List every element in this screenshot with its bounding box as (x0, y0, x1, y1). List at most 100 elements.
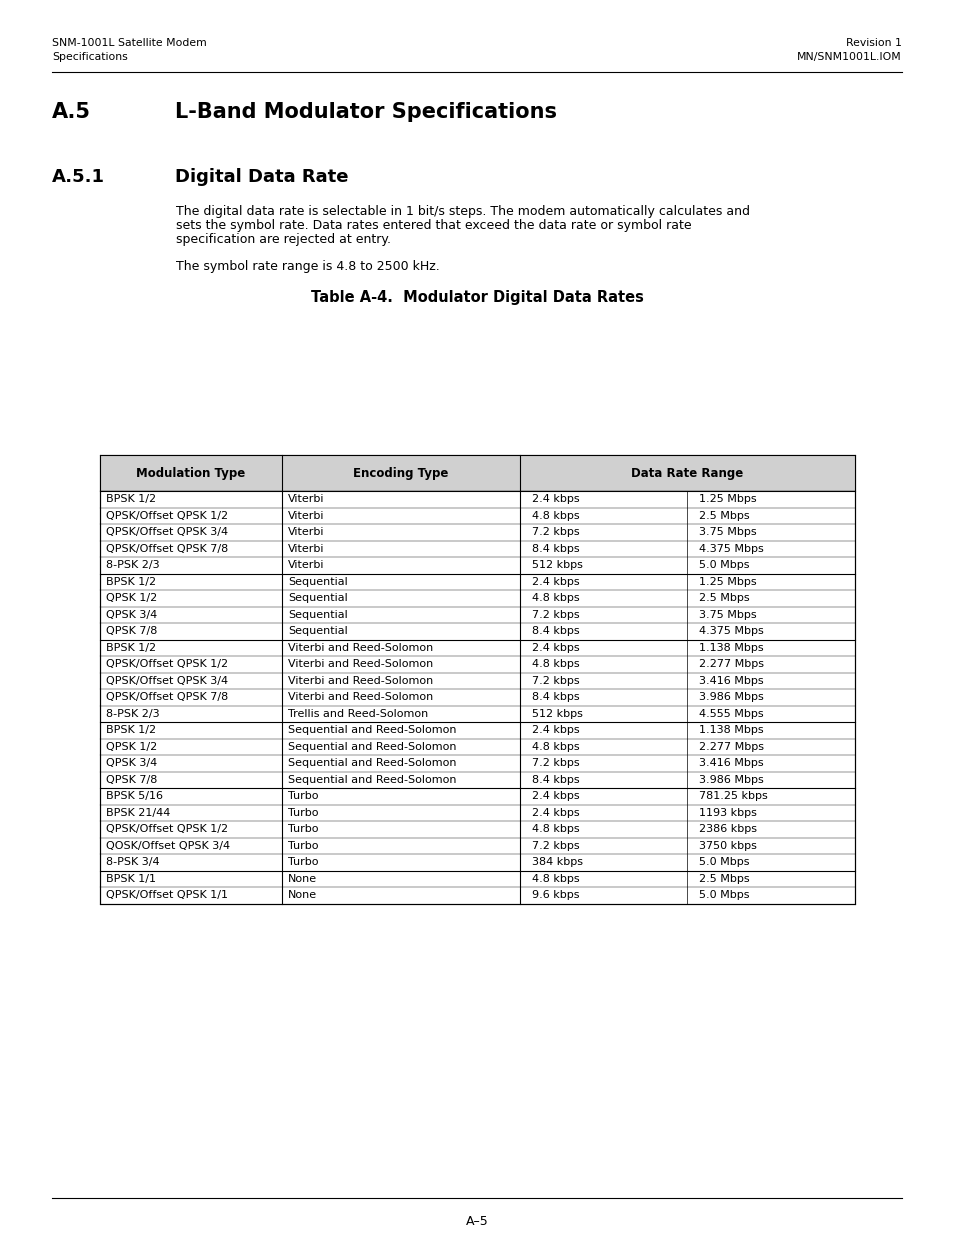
Bar (100, 454, 854, 904)
Text: Viterbi and Reed-Solomon: Viterbi and Reed-Solomon (288, 659, 433, 669)
Text: 4.555 Mbps: 4.555 Mbps (699, 709, 763, 719)
Text: Viterbi: Viterbi (288, 543, 324, 553)
Text: 4.8 kbps: 4.8 kbps (532, 659, 579, 669)
Text: 4.8 kbps: 4.8 kbps (532, 873, 579, 884)
Text: Turbo: Turbo (288, 792, 318, 802)
Text: Viterbi: Viterbi (288, 511, 324, 521)
Text: Turbo: Turbo (288, 808, 318, 818)
Text: 8-PSK 3/4: 8-PSK 3/4 (106, 857, 159, 867)
Text: 4.8 kbps: 4.8 kbps (532, 511, 579, 521)
Text: 3.416 Mbps: 3.416 Mbps (699, 758, 763, 768)
Text: 2.4 kbps: 2.4 kbps (532, 725, 579, 735)
Text: Turbo: Turbo (288, 857, 318, 867)
Text: None: None (288, 873, 316, 884)
Text: 3.75 Mbps: 3.75 Mbps (699, 610, 757, 620)
Text: 9.6 kbps: 9.6 kbps (532, 890, 578, 900)
Text: Sequential: Sequential (288, 577, 348, 587)
Text: 2.4 kbps: 2.4 kbps (532, 577, 579, 587)
Text: QPSK 7/8: QPSK 7/8 (106, 626, 157, 636)
Text: 7.2 kbps: 7.2 kbps (532, 841, 579, 851)
Text: 5.0 Mbps: 5.0 Mbps (699, 857, 749, 867)
Text: 2.4 kbps: 2.4 kbps (532, 494, 579, 504)
Text: Viterbi: Viterbi (288, 494, 324, 504)
Text: QPSK/Offset QPSK 1/1: QPSK/Offset QPSK 1/1 (106, 890, 228, 900)
Text: QPSK 3/4: QPSK 3/4 (106, 610, 157, 620)
Text: QOSK/Offset QPSK 3/4: QOSK/Offset QPSK 3/4 (106, 841, 230, 851)
Text: BPSK 1/2: BPSK 1/2 (106, 642, 156, 653)
Text: Sequential and Reed-Solomon: Sequential and Reed-Solomon (288, 725, 456, 735)
Text: 2.277 Mbps: 2.277 Mbps (699, 659, 763, 669)
Text: 781.25 kbps: 781.25 kbps (699, 792, 767, 802)
Text: 512 kbps: 512 kbps (532, 709, 582, 719)
Text: Trellis and Reed-Solomon: Trellis and Reed-Solomon (288, 709, 428, 719)
Text: 3750 kbps: 3750 kbps (699, 841, 757, 851)
Text: 4.8 kbps: 4.8 kbps (532, 742, 579, 752)
Text: Revision 1: Revision 1 (845, 38, 901, 48)
Text: QPSK 3/4: QPSK 3/4 (106, 758, 157, 768)
Text: 8-PSK 2/3: 8-PSK 2/3 (106, 709, 159, 719)
Text: QPSK 7/8: QPSK 7/8 (106, 774, 157, 784)
Text: 5.0 Mbps: 5.0 Mbps (699, 561, 749, 571)
Text: BPSK 5/16: BPSK 5/16 (106, 792, 163, 802)
Text: sets the symbol rate. Data rates entered that exceed the data rate or symbol rat: sets the symbol rate. Data rates entered… (175, 219, 691, 232)
Text: 4.375 Mbps: 4.375 Mbps (699, 543, 763, 553)
Text: 2.4 kbps: 2.4 kbps (532, 808, 579, 818)
Text: Specifications: Specifications (52, 52, 128, 62)
Text: specification are rejected at entry.: specification are rejected at entry. (175, 233, 391, 246)
Text: Viterbi: Viterbi (288, 561, 324, 571)
Text: 384 kbps: 384 kbps (532, 857, 582, 867)
Text: QPSK/Offset QPSK 3/4: QPSK/Offset QPSK 3/4 (106, 676, 228, 685)
Text: L-Band Modulator Specifications: L-Band Modulator Specifications (174, 103, 557, 122)
Text: 3.986 Mbps: 3.986 Mbps (699, 693, 763, 703)
Text: 1.138 Mbps: 1.138 Mbps (699, 725, 763, 735)
Text: 5.0 Mbps: 5.0 Mbps (699, 890, 749, 900)
Text: BPSK 1/2: BPSK 1/2 (106, 494, 156, 504)
Text: 512 kbps: 512 kbps (532, 561, 582, 571)
Text: 8.4 kbps: 8.4 kbps (532, 543, 579, 553)
Text: BPSK 1/1: BPSK 1/1 (106, 873, 156, 884)
Text: Data Rate Range: Data Rate Range (631, 467, 742, 479)
Text: QPSK 1/2: QPSK 1/2 (106, 742, 157, 752)
Text: 1.25 Mbps: 1.25 Mbps (699, 577, 757, 587)
Text: 4.8 kbps: 4.8 kbps (532, 824, 579, 835)
Text: QPSK/Offset QPSK 7/8: QPSK/Offset QPSK 7/8 (106, 543, 228, 553)
Text: QPSK/Offset QPSK 7/8: QPSK/Offset QPSK 7/8 (106, 693, 228, 703)
Text: Sequential and Reed-Solomon: Sequential and Reed-Solomon (288, 774, 456, 784)
Text: Sequential: Sequential (288, 593, 348, 603)
Text: BPSK 1/2: BPSK 1/2 (106, 725, 156, 735)
Text: Sequential and Reed-Solomon: Sequential and Reed-Solomon (288, 742, 456, 752)
Text: 3.986 Mbps: 3.986 Mbps (699, 774, 763, 784)
Text: 4.375 Mbps: 4.375 Mbps (699, 626, 763, 636)
Text: 2.4 kbps: 2.4 kbps (532, 642, 579, 653)
Text: Sequential: Sequential (288, 626, 348, 636)
Text: 2.4 kbps: 2.4 kbps (532, 792, 579, 802)
Text: Viterbi and Reed-Solomon: Viterbi and Reed-Solomon (288, 642, 433, 653)
Text: Turbo: Turbo (288, 841, 318, 851)
Text: Table A-4.  Modulator Digital Data Rates: Table A-4. Modulator Digital Data Rates (311, 290, 642, 305)
Text: None: None (288, 890, 316, 900)
Text: Turbo: Turbo (288, 824, 318, 835)
Text: QPSK/Offset QPSK 1/2: QPSK/Offset QPSK 1/2 (106, 511, 228, 521)
Text: Modulation Type: Modulation Type (136, 467, 245, 479)
Text: 4.8 kbps: 4.8 kbps (532, 593, 579, 603)
Text: BPSK 21/44: BPSK 21/44 (106, 808, 171, 818)
Text: BPSK 1/2: BPSK 1/2 (106, 577, 156, 587)
Text: 8.4 kbps: 8.4 kbps (532, 626, 579, 636)
Text: 2.5 Mbps: 2.5 Mbps (699, 511, 749, 521)
Text: The digital data rate is selectable in 1 bit/s steps. The modem automatically ca: The digital data rate is selectable in 1… (175, 205, 749, 219)
Text: 8.4 kbps: 8.4 kbps (532, 774, 579, 784)
Text: 7.2 kbps: 7.2 kbps (532, 676, 579, 685)
Text: Viterbi and Reed-Solomon: Viterbi and Reed-Solomon (288, 693, 433, 703)
Text: 1.25 Mbps: 1.25 Mbps (699, 494, 757, 504)
Text: A–5: A–5 (465, 1215, 488, 1228)
Text: 8-PSK 2/3: 8-PSK 2/3 (106, 561, 159, 571)
Text: SNM-1001L Satellite Modem: SNM-1001L Satellite Modem (52, 38, 207, 48)
Bar (100, 454, 854, 492)
Text: Encoding Type: Encoding Type (353, 467, 448, 479)
Text: QPSK 1/2: QPSK 1/2 (106, 593, 157, 603)
Text: 8.4 kbps: 8.4 kbps (532, 693, 579, 703)
Text: 7.2 kbps: 7.2 kbps (532, 758, 579, 768)
Text: Sequential and Reed-Solomon: Sequential and Reed-Solomon (288, 758, 456, 768)
Text: Viterbi: Viterbi (288, 527, 324, 537)
Text: A.5.1: A.5.1 (52, 168, 105, 186)
